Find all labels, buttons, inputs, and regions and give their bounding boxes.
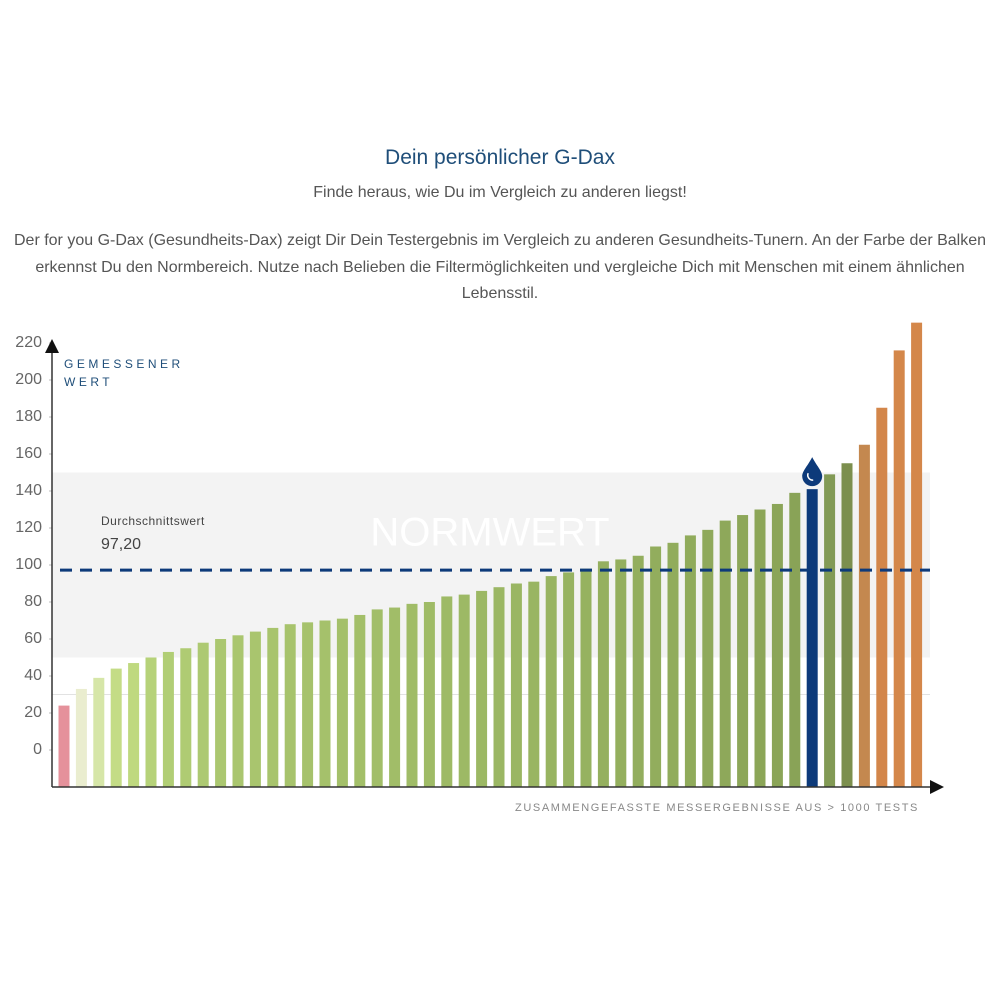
bar [145,657,157,787]
bar [719,520,731,787]
y-tick-label: 120 [15,519,42,536]
bar [93,677,105,787]
bar [215,639,227,787]
bar [841,463,853,787]
bar [162,651,174,787]
subtitle: Finde heraus, wie Du im Vergleich zu and… [313,184,687,201]
y-tick-label: 40 [24,667,42,684]
y-axis-arrow [45,339,59,353]
bar [858,444,870,787]
normal-range-label: NORMWERT [370,511,609,555]
y-tick-label: 140 [15,482,42,499]
bar [75,688,87,787]
bar [632,555,644,787]
bar [476,590,488,787]
bar [354,614,366,787]
bar [110,668,122,787]
bar [615,559,627,787]
y-tick-label: 200 [15,371,42,388]
bar [197,642,209,787]
bar [789,492,801,787]
bar [128,663,140,787]
bar [58,705,70,787]
bar [528,581,540,787]
bar [702,529,714,787]
bar [806,489,818,787]
bar [406,603,418,787]
bar [597,561,609,787]
bar [371,609,383,787]
bar [754,509,766,787]
title: Dein persönlicher G-Dax [385,146,615,169]
x-axis-arrow [930,780,944,794]
bar [493,587,505,787]
y-tick-label: 160 [15,445,42,462]
y-tick-label: 80 [24,593,42,610]
y-tick-label: 100 [15,556,42,573]
bar [458,594,470,787]
bar [876,407,888,787]
bar [545,576,557,787]
bar [302,622,314,787]
bar [737,515,749,787]
bar [771,503,783,787]
average-label: Durchschnittswert [101,514,205,528]
x-axis-label: ZUSAMMENGEFASSTE MESSERGEBNISSE AUS > 10… [515,802,919,814]
bar [667,542,679,787]
normal-range [52,472,930,658]
bar [389,607,401,787]
description: Der for you G-Dax (Gesundheits-Dax) zeig… [13,232,987,302]
bar [267,627,279,787]
bar [580,568,592,787]
bar [824,474,836,787]
bar [510,583,522,787]
bar [441,596,453,787]
bar [650,546,662,787]
y-axis-label-line: WERT [64,375,113,389]
bar [284,624,296,787]
bar [180,648,192,787]
y-tick-label: 20 [24,704,42,721]
drop-shine [807,472,814,481]
average-value: 97,20 [101,536,141,553]
bar [893,350,905,787]
y-axis-label: GEMESSENER WERT [64,357,184,389]
bar [249,631,261,787]
bar [911,322,923,787]
y-tick-label: 220 [15,334,42,351]
drop-icon [802,457,823,487]
bar [563,572,575,787]
y-tick-label: 60 [24,630,42,647]
bar [319,620,331,787]
y-axis-label-line: GEMESSENER [64,357,184,371]
bar [232,635,244,787]
bar [684,535,696,787]
bar [336,618,348,787]
y-tick-label: 180 [15,408,42,425]
bar [423,602,435,787]
y-tick-label: 0 [33,741,42,758]
